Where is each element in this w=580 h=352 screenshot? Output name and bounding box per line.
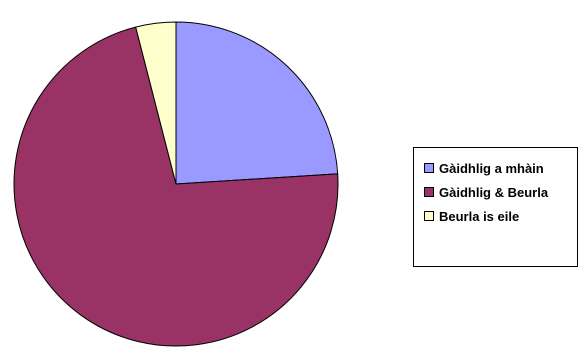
legend-label-beurla-is-eile: Beurla is eile [439, 208, 520, 224]
pie-slice-gaidhlig-beurla [13, 26, 339, 347]
legend-item-gaidhlig-a-mhain: Gàidhlig a mhàin [424, 158, 544, 178]
legend-item-beurla-is-eile: Beurla is eile [424, 206, 519, 226]
legend-label-gaidhlig-beurla: Gàidhlig & Beurla [439, 184, 549, 200]
pie-slices [13, 21, 339, 347]
pie-slice-beurla-is-eile [135, 21, 177, 185]
legend-swatch-gaidhlig-beurla [424, 187, 434, 197]
legend-item-gaidhlig-beurla: Gàidhlig & Beurla [424, 182, 548, 202]
pie-slice-gaidhlig-a-mhain [175, 21, 339, 185]
legend-label-gaidhlig-a-mhain: Gàidhlig a mhàin [439, 160, 544, 176]
chart-legend: Gàidhlig a mhàin Gàidhlig & Beurla Beurl… [413, 147, 578, 267]
legend-swatch-gaidhlig-a-mhain [424, 163, 434, 173]
legend-swatch-beurla-is-eile [424, 211, 434, 221]
